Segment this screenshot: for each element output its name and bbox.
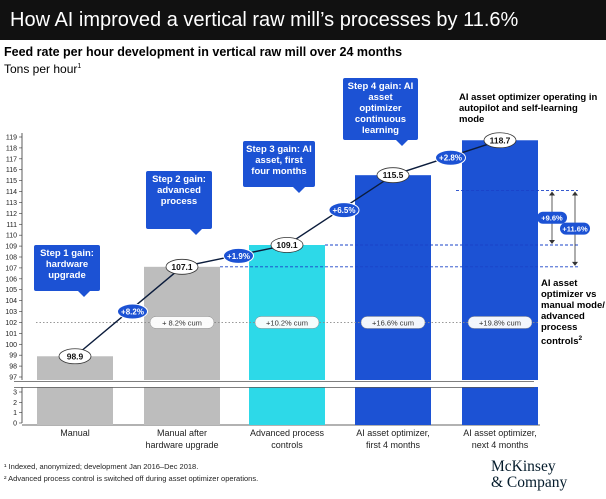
comparison-note: AI asset optimizer vs manual mode/ advan… xyxy=(541,278,605,347)
y-tick-label: 118 xyxy=(6,145,17,152)
y-tick-label: 103 xyxy=(5,309,17,316)
arrow-head xyxy=(549,191,555,196)
value-oval xyxy=(483,132,517,149)
arrow-head xyxy=(549,240,555,244)
y-tick-label: 100 xyxy=(5,342,17,349)
value-label: 118.7 xyxy=(490,135,511,145)
labels: 98.9 107.1 109.1 115.5 118.7 Manual Manual aft… xyxy=(58,132,537,450)
step-gain-pill xyxy=(223,247,254,264)
arrow-head xyxy=(572,191,578,196)
category-label: controls xyxy=(271,440,303,450)
value-label: 107.1 xyxy=(171,262,193,272)
value-label: 115.5 xyxy=(383,170,404,180)
cumulative-label: +10.2% cum xyxy=(266,318,308,327)
category-label: next 4 months xyxy=(472,440,529,450)
value-oval xyxy=(376,167,410,184)
bar xyxy=(462,140,538,426)
brand-line-1: McKinsey xyxy=(491,458,556,475)
step-gain-label: +1.9% xyxy=(227,252,250,261)
step-gain-label: +2.8% xyxy=(439,154,462,163)
category-label: AI asset optimizer, xyxy=(463,428,537,438)
y-tick-label: 112 xyxy=(6,211,17,218)
category-label: Manual xyxy=(60,428,90,438)
y-tick-label: 108 xyxy=(5,255,17,262)
category-label: Manual after xyxy=(157,428,207,438)
cumulative-pill xyxy=(254,316,320,329)
cumulative-pill xyxy=(149,316,215,329)
value-label: 109.1 xyxy=(276,240,298,250)
step-3-callout: Step 3 gain: AI asset, first four months xyxy=(243,141,315,193)
y-tick-label: 97 xyxy=(9,375,17,382)
category-label: Advanced process xyxy=(250,428,325,438)
y-tick-label: 105 xyxy=(5,287,17,294)
y-tick-label: 0 xyxy=(13,421,17,428)
step-1-callout: Step 1 gain: hardware upgrade xyxy=(34,245,100,297)
value-oval xyxy=(270,237,304,253)
y-tick-label: 119 xyxy=(6,135,17,142)
value-oval xyxy=(165,258,199,275)
cumulative-pill xyxy=(467,316,533,329)
value-label: 98.9 xyxy=(67,351,84,361)
bar xyxy=(249,245,325,425)
y-tick-label: 101 xyxy=(5,331,17,338)
step-4-callout: Step 4 gain: AI asset optimizer continuo… xyxy=(343,78,418,146)
comparison-footnote-marker: 2 xyxy=(578,335,583,342)
step-gain-label: +6.5% xyxy=(333,206,356,215)
cumulative-label: +19.8% cum xyxy=(479,318,521,327)
y-tick-label: 107 xyxy=(5,265,17,272)
cumulative-label: +16.6% cum xyxy=(372,318,414,327)
comparison-note-text: AI asset optimizer vs manual mode/ advan… xyxy=(541,278,605,348)
footnote-2: ² Advanced process control is switched o… xyxy=(4,474,259,483)
y-tick-label: 98 xyxy=(9,364,17,371)
y-tick-label: 99 xyxy=(9,353,17,360)
cumulative-label: + 8.2% cum xyxy=(162,318,202,327)
page-title: How AI improved a vertical raw mill’s pr… xyxy=(10,9,519,31)
step-gain-label: +8.2% xyxy=(121,308,144,317)
comparison-gain-label: +9.6% xyxy=(541,214,563,223)
axis-break-band xyxy=(14,380,540,387)
y-tick-label: 109 xyxy=(5,244,17,251)
y-tick-label: 110 xyxy=(6,233,17,240)
unit-text: Tons per hour xyxy=(4,62,78,76)
chart-subtitle: Feed rate per hour development in vertic… xyxy=(4,45,403,59)
step-2-callout: Step 2 gain: advanced process xyxy=(146,171,212,235)
page-title-banner: How AI improved a vertical raw mill’s pr… xyxy=(0,0,606,40)
unit-footnote-marker: 1 xyxy=(77,63,82,70)
bar xyxy=(37,356,113,425)
bar xyxy=(144,266,220,425)
comparison-pill xyxy=(537,211,567,224)
arrow-head xyxy=(572,261,578,266)
guide-lines: + 8.2% cum +10.2% cum +16.6% cum +19.8% cum… xyxy=(36,190,590,329)
y-tick-label: 106 xyxy=(5,276,17,283)
category-label: AI asset optimizer, xyxy=(356,428,430,438)
y-tick-label: 111 xyxy=(6,222,17,229)
y-tick-label: 3 xyxy=(13,390,17,397)
category-label: first 4 months xyxy=(366,440,421,450)
bars xyxy=(14,140,540,426)
brand-line-2: & Company xyxy=(491,474,568,491)
step-gain-pill xyxy=(117,303,148,320)
y-tick-label: 104 xyxy=(5,298,17,305)
y-tick-label: 114 xyxy=(6,189,17,196)
y-tick-label: 102 xyxy=(5,320,17,327)
footnote-1: ¹ Indexed, anonymized; development Jan 2… xyxy=(4,462,199,471)
step-gain-pill xyxy=(328,202,360,219)
step-gain-pill xyxy=(435,149,466,166)
y-tick-label: 115 xyxy=(6,178,17,185)
brand-logo: McKinsey & Company xyxy=(491,459,601,491)
comparison-pill xyxy=(560,222,590,235)
unit-label: Tons per hour1 xyxy=(4,62,81,76)
y-tick-label: 1 xyxy=(13,410,17,417)
autopilot-note: AI asset optimizer operating in autopilo… xyxy=(459,92,598,125)
cumulative-pill xyxy=(360,316,426,329)
value-oval xyxy=(58,348,92,365)
y-tick-label: 117 xyxy=(6,156,17,163)
y-tick-label: 116 xyxy=(6,167,17,174)
y-tick-label: 113 xyxy=(6,200,17,207)
y-tick-label: 2 xyxy=(13,400,17,407)
category-label: hardware upgrade xyxy=(145,440,218,450)
comparison-gain-label: +11.6% xyxy=(562,225,588,234)
trend-line: +8.2% +1.9% +6.5% +2.8% xyxy=(74,139,501,357)
